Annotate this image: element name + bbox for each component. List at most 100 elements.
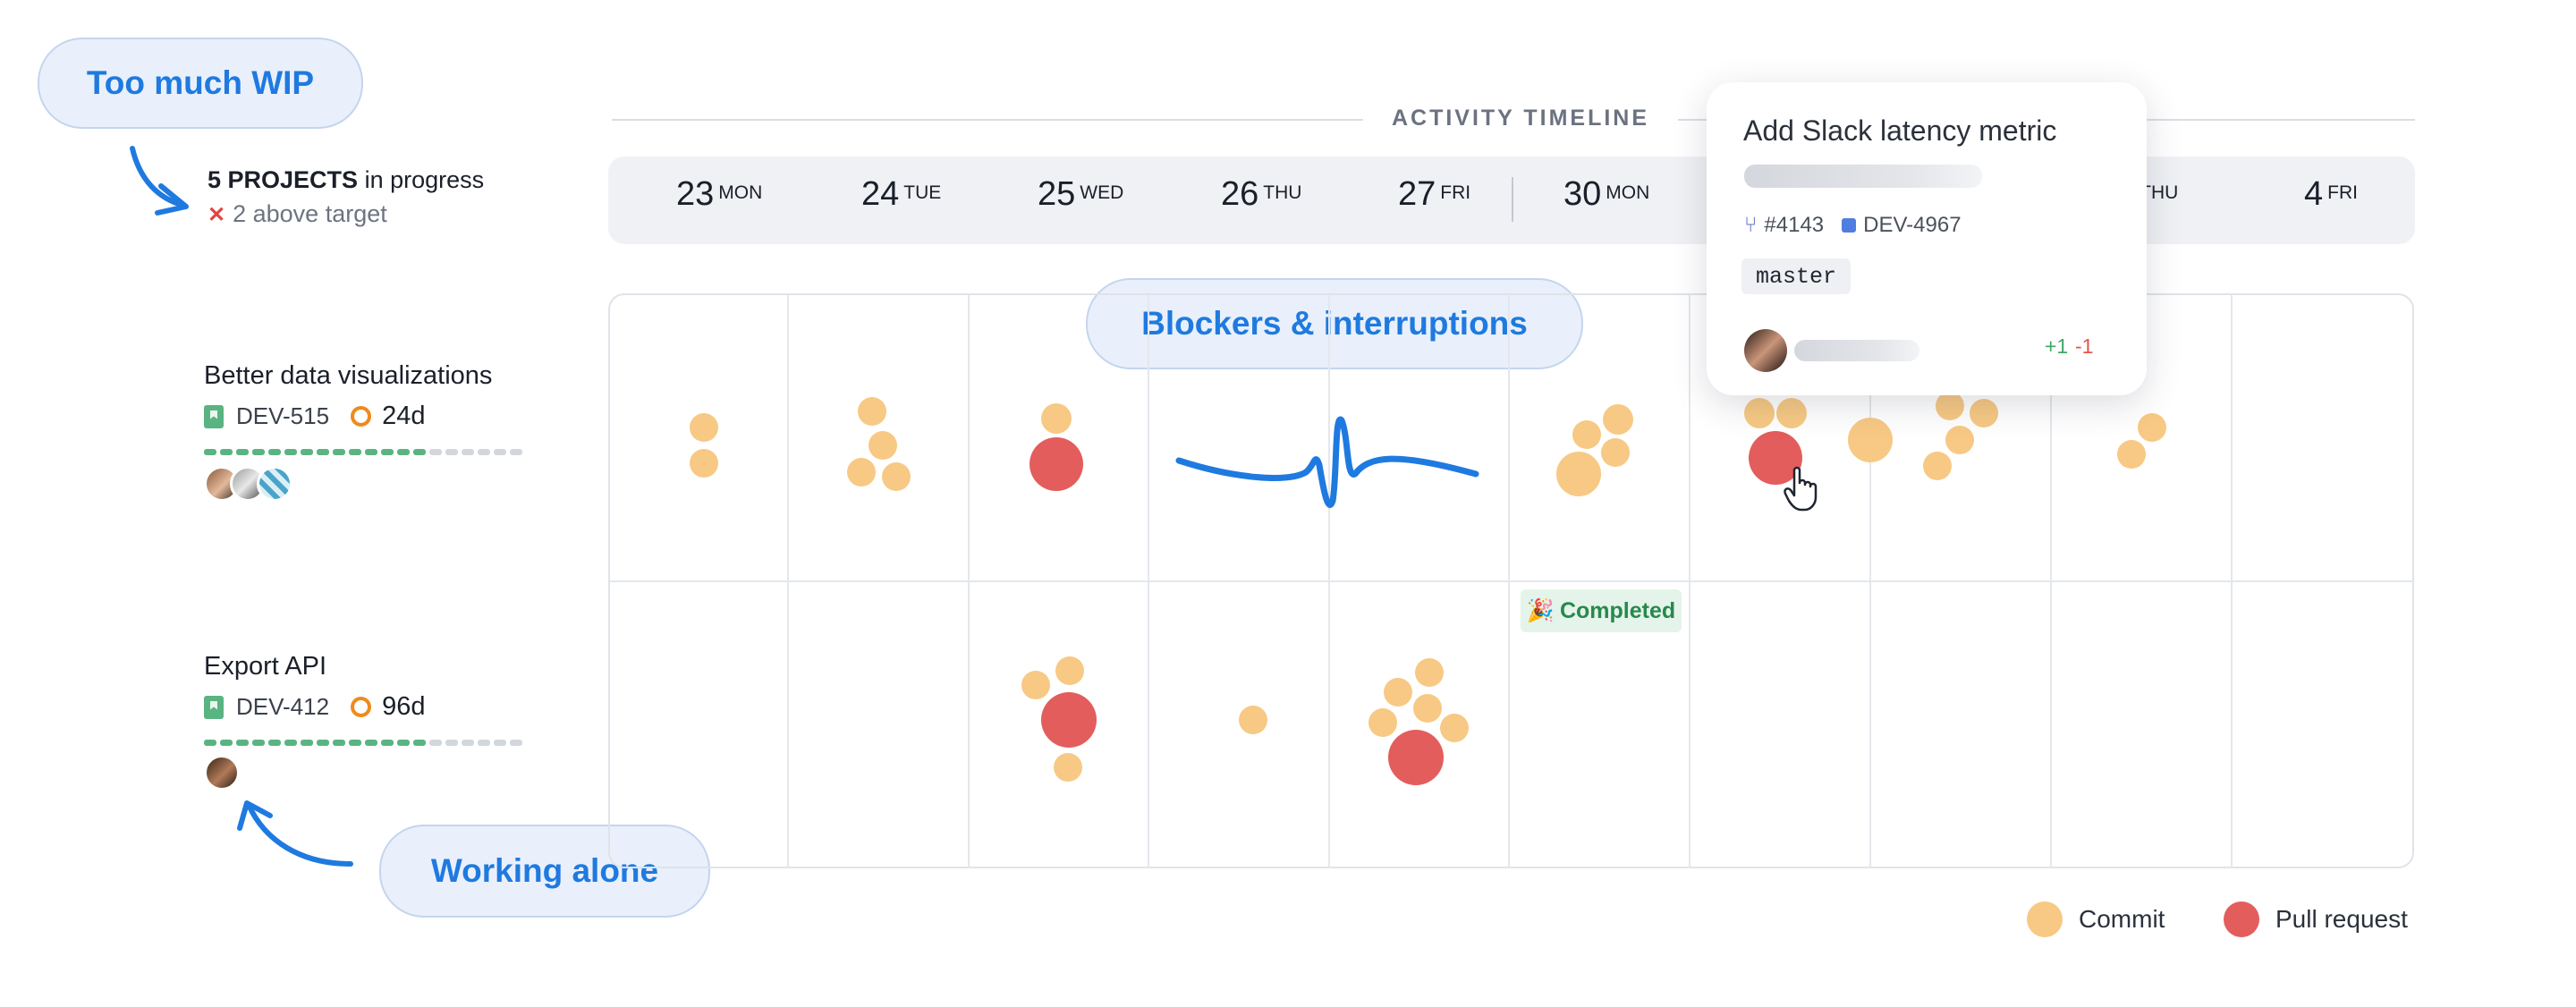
date-number: 30 — [1563, 175, 1602, 213]
project-progress-bar — [204, 740, 522, 746]
commit-dot[interactable] — [2117, 440, 2146, 469]
commit-dot[interactable] — [1601, 438, 1630, 467]
commit-dot[interactable] — [1572, 420, 1601, 449]
commit-dot[interactable] — [1923, 452, 1952, 480]
age-ring-icon — [351, 697, 372, 717]
commit-dot[interactable] — [1440, 714, 1469, 742]
commit-dot[interactable] — [1744, 398, 1775, 428]
commit-dot[interactable] — [1556, 452, 1601, 496]
progress-segment-todo — [429, 740, 442, 746]
date-weekday: THU — [1263, 182, 1302, 203]
legend-commit-label: Commit — [2079, 905, 2165, 933]
party-popper-icon: 🎉 — [1526, 597, 1555, 623]
date-weekday: FRI — [1440, 182, 1471, 203]
project-row-better-data-visualizations[interactable]: Better data visualizations DEV-515 24d — [204, 361, 522, 455]
avatar[interactable] — [204, 755, 240, 791]
progress-segment-done — [381, 449, 394, 455]
working-alone-callout: Working alone — [379, 825, 710, 918]
projects-summary: 5 PROJECTS in progress — [208, 166, 484, 194]
progress-segment-done — [204, 740, 216, 746]
pull-request-dot[interactable] — [1030, 437, 1083, 491]
progress-segment-done — [413, 740, 426, 746]
progress-segment-todo — [429, 449, 442, 455]
progress-segment-done — [397, 740, 410, 746]
project-key[interactable]: DEV-412 — [236, 693, 330, 720]
progress-segment-done — [317, 740, 329, 746]
commit-dot[interactable] — [1970, 399, 1998, 427]
issue-key[interactable]: DEV-4967 — [1863, 213, 1962, 237]
commit-dot[interactable] — [1936, 392, 1964, 420]
timeline-rule-left — [612, 119, 1363, 121]
project-age: 24d — [382, 402, 426, 430]
arrow-alone-to-avatar-icon — [237, 800, 353, 867]
pull-request-dot[interactable] — [1388, 730, 1444, 785]
commit-dot[interactable] — [1945, 426, 1974, 454]
pr-number[interactable]: #4143 — [1764, 213, 1825, 237]
progress-segment-todo — [478, 740, 490, 746]
progress-segment-todo — [478, 449, 490, 455]
progress-segment-done — [413, 449, 426, 455]
commit-dot[interactable] — [1021, 671, 1050, 699]
project-meta: DEV-412 96d — [204, 692, 522, 722]
week-separator — [1512, 177, 1513, 222]
date-number: 27 — [1398, 175, 1436, 213]
commit-dot[interactable] — [882, 462, 911, 491]
commit-dot[interactable] — [1384, 678, 1412, 707]
avatar[interactable] — [257, 466, 292, 502]
commit-dot[interactable] — [1415, 658, 1444, 687]
date-mon-23[interactable]: 23 MON — [676, 175, 762, 214]
commit-dot[interactable] — [1603, 404, 1633, 435]
commit-dot[interactable] — [2138, 413, 2166, 442]
popup-title: Add Slack latency metric — [1743, 114, 2057, 147]
activity-grid — [608, 293, 2414, 868]
date-fri-27[interactable]: 27 FRI — [1398, 175, 1470, 214]
commit-dot[interactable] — [1776, 398, 1807, 428]
legend-commit: Commit — [2027, 901, 2165, 937]
commit-dot[interactable] — [847, 458, 876, 487]
commit-dot[interactable] — [690, 449, 718, 478]
progress-segment-todo — [510, 740, 522, 746]
date-tue-24[interactable]: 24 TUE — [861, 175, 941, 214]
commit-dot[interactable] — [1054, 753, 1082, 782]
progress-segment-done — [333, 449, 345, 455]
project-row-export-api[interactable]: Export API DEV-412 96d — [204, 652, 522, 746]
date-fri-4[interactable]: 4 FRI — [2304, 175, 2358, 214]
commit-dot[interactable] — [1055, 656, 1084, 685]
progress-segment-done — [333, 740, 345, 746]
date-thu-26[interactable]: 26 THU — [1221, 175, 1301, 214]
heartbeat-squiggle-icon — [1175, 416, 1479, 508]
deletions-count: -1 — [2075, 334, 2094, 358]
progress-segment-done — [301, 449, 313, 455]
date-thu-3[interactable]: 3THU — [2116, 175, 2178, 214]
date-number: 26 — [1221, 175, 1259, 213]
progress-segment-done — [252, 449, 265, 455]
commit-dot[interactable] — [1239, 706, 1267, 734]
project-key[interactable]: DEV-515 — [236, 402, 330, 429]
commit-dot[interactable] — [690, 413, 718, 442]
commit-dot[interactable] — [1041, 403, 1072, 434]
additions-count: +1 — [2045, 334, 2069, 358]
commit-dot[interactable] — [858, 397, 886, 426]
commit-dot[interactable] — [1413, 694, 1442, 723]
legend-pull-request: Pull request — [2224, 901, 2408, 937]
avatar[interactable] — [1744, 329, 1787, 372]
too-much-wip-callout: Too much WIP — [38, 38, 363, 129]
popup-meta: ⑂ #4143 DEV-4967 — [1744, 213, 1962, 238]
hand-cursor-icon — [1784, 466, 1818, 512]
commit-dot[interactable] — [1368, 708, 1397, 737]
progress-segment-done — [220, 740, 233, 746]
commit-dot[interactable] — [869, 431, 897, 460]
pull-request-dot[interactable] — [1041, 692, 1097, 748]
progress-segment-todo — [462, 740, 474, 746]
cross-icon: ✕ — [208, 203, 226, 227]
date-number: 23 — [676, 175, 715, 213]
projects-count: 5 PROJECTS — [208, 166, 359, 193]
progress-segment-done — [268, 449, 281, 455]
date-mon-30[interactable]: 30 MON — [1563, 175, 1649, 214]
commit-dot[interactable] — [1848, 418, 1893, 462]
progress-segment-todo — [445, 449, 458, 455]
date-number: 24 — [861, 175, 900, 213]
date-wed-25[interactable]: 25 WED — [1038, 175, 1123, 214]
progress-segment-done — [317, 449, 329, 455]
date-weekday: WED — [1080, 182, 1124, 203]
